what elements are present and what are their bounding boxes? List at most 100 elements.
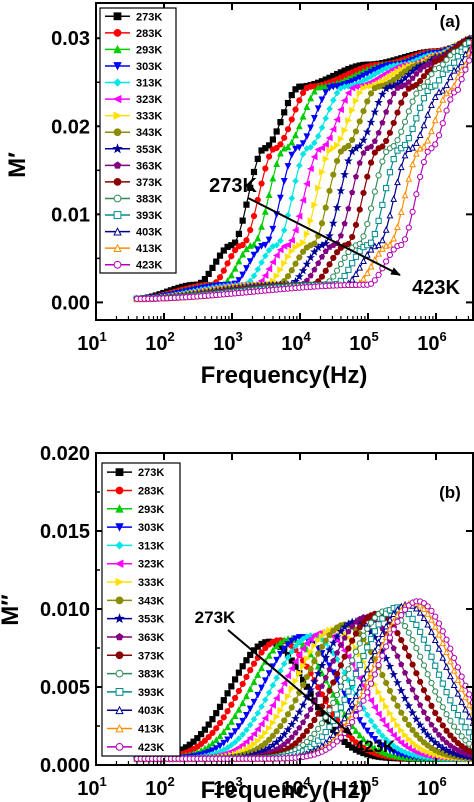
legend-entry-403K: 403K <box>105 227 162 239</box>
data-point-383K-54 <box>337 261 344 268</box>
data-point-343K-39 <box>281 717 288 724</box>
data-point-413K-75 <box>416 601 424 609</box>
data-point-323K-47 <box>310 632 318 640</box>
data-point-403K-85 <box>454 689 462 697</box>
data-point-333K-73 <box>409 739 417 746</box>
data-point-393K-64 <box>375 217 382 224</box>
data-point-363K-63 <box>371 138 378 144</box>
panel-a-annotation-end: 423K <box>412 277 460 299</box>
data-point-423K-76 <box>420 158 428 166</box>
data-point-373K-53 <box>333 670 341 677</box>
data-point-303K-63 <box>371 66 379 74</box>
legend-label: 383K <box>138 669 164 681</box>
data-point-423K-86 <box>458 673 465 680</box>
data-point-413K-77 <box>424 609 432 617</box>
data-point-283K-40 <box>284 126 292 133</box>
legend-box <box>101 462 181 757</box>
data-point-273K-40 <box>284 99 292 107</box>
legend-marker <box>113 111 123 120</box>
data-point-323K-34 <box>261 272 269 279</box>
data-point-383K-85 <box>454 728 461 735</box>
data-point-423K-83 <box>447 645 454 652</box>
data-point-283K-30 <box>247 226 254 234</box>
data-point-343K-59 <box>356 118 363 125</box>
data-point-383K-62 <box>367 205 375 212</box>
data-point-363K-56 <box>345 205 352 212</box>
data-point-333K-75 <box>417 744 424 752</box>
legend-marker <box>115 705 124 715</box>
series-423K <box>133 35 473 302</box>
data-point-373K-72 <box>405 652 412 660</box>
data-point-283K-37 <box>273 144 280 152</box>
data-point-393K-83 <box>447 697 454 704</box>
legend-entry-393K: 393K <box>107 687 164 699</box>
data-point-403K-82 <box>443 81 450 89</box>
data-point-313K-48 <box>314 132 322 140</box>
data-point-333K-56 <box>345 116 353 124</box>
data-point-333K-38 <box>277 266 285 274</box>
data-point-363K-81 <box>439 735 446 742</box>
data-point-333K-69 <box>394 67 402 75</box>
data-point-373K-70 <box>398 637 405 644</box>
data-point-353K-61 <box>362 127 372 136</box>
series-273K <box>133 39 473 302</box>
data-point-313K-64 <box>375 728 382 735</box>
data-point-393K-81 <box>439 70 446 77</box>
data-point-423K-64 <box>375 662 382 669</box>
data-point-423K-72 <box>405 224 412 231</box>
data-point-373K-74 <box>413 81 420 89</box>
data-point-303K-29 <box>243 265 250 272</box>
legend-label: 283K <box>138 485 164 497</box>
panel-a-trend-arrow <box>247 197 401 276</box>
data-point-293K-31 <box>250 678 258 685</box>
data-point-393K-64 <box>375 621 382 628</box>
data-point-343K-72 <box>405 721 412 728</box>
data-point-403K-79 <box>431 93 439 101</box>
data-point-413K-78 <box>428 615 435 623</box>
data-point-283K-34 <box>262 644 269 652</box>
data-point-343K-70 <box>398 709 405 716</box>
data-point-313K-34 <box>262 696 269 704</box>
data-point-273K-15 <box>190 738 197 745</box>
data-point-303K-39 <box>280 645 288 653</box>
data-point-333K-49 <box>318 632 326 640</box>
data-point-273K-21 <box>213 258 220 265</box>
data-point-293K-22 <box>216 732 224 740</box>
data-point-303K-47 <box>311 115 318 122</box>
data-point-413K-71 <box>401 191 409 199</box>
data-point-363K-77 <box>424 715 431 722</box>
data-point-393K-73 <box>409 615 416 622</box>
data-point-323K-36 <box>269 258 276 266</box>
data-point-353K-47 <box>310 677 319 686</box>
data-point-383K-70 <box>398 128 405 135</box>
data-point-383K-80 <box>435 64 443 72</box>
data-point-373K-61 <box>364 173 371 180</box>
data-point-313K-70 <box>397 747 405 754</box>
data-point-423K-60 <box>360 697 367 704</box>
data-point-353K-75 <box>415 720 425 729</box>
data-point-423K-52 <box>330 741 337 748</box>
data-point-273K-25 <box>228 683 235 690</box>
data-point-423K-81 <box>439 628 446 635</box>
data-point-383K-71 <box>401 622 409 630</box>
data-point-333K-77 <box>424 748 432 756</box>
data-point-393K-70 <box>398 145 405 152</box>
legend-label: 353K <box>136 144 162 156</box>
data-point-373K-55 <box>341 653 348 660</box>
data-point-383K-76 <box>420 662 428 669</box>
data-point-363K-42 <box>292 729 299 736</box>
data-point-383K-72 <box>405 108 412 115</box>
data-point-423K-78 <box>428 145 435 152</box>
data-point-353K-77 <box>423 730 433 739</box>
data-point-373K-51 <box>326 261 333 268</box>
x-tick-label: 102 <box>145 329 174 355</box>
data-point-363K-73 <box>409 75 416 81</box>
data-point-383K-82 <box>443 56 450 63</box>
legend-entry-323K: 323K <box>105 94 162 106</box>
data-point-383K-53 <box>333 691 341 699</box>
data-point-403K-86 <box>458 698 466 705</box>
data-point-323K-38 <box>276 246 284 254</box>
x-tick-label: 104 <box>281 774 311 800</box>
data-point-373K-50 <box>322 267 329 274</box>
data-point-313K-31 <box>250 715 258 723</box>
